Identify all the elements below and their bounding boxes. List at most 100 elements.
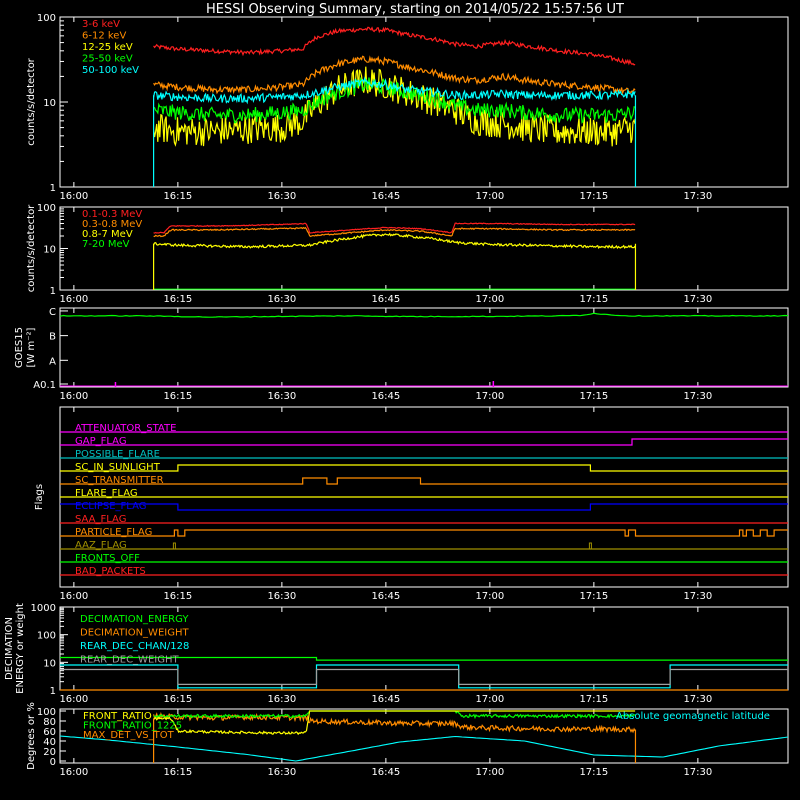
x-tick-label: 16:45 [371, 391, 400, 402]
x-tick-label: 17:15 [579, 294, 608, 305]
x-tick-label: 16:00 [59, 694, 88, 705]
x-tick-label: 17:30 [683, 767, 712, 778]
panel-highenergy-frame [59, 206, 789, 291]
x-tick-label: 16:00 [59, 391, 88, 402]
y-tick-label: A [49, 356, 56, 367]
x-tick-label: 17:00 [475, 591, 504, 602]
legend-entry: 12-25 keV [82, 42, 133, 53]
x-tick-label: 16:45 [371, 191, 400, 202]
panels: 16:00 16:15 16:30 16:45 17:00 17:15 17:3011010… [4, 13, 789, 778]
flag-label: ATTENUATOR_STATE [75, 423, 176, 434]
figure-title: HESSI Observing Summary, starting on 201… [206, 2, 624, 17]
x-tick-label: 16:30 [267, 391, 296, 402]
x-tick-label: 17:30 [683, 694, 712, 705]
y-axis-label: Flags [34, 484, 45, 510]
y-tick-label: 10 [43, 245, 56, 256]
y-tick-label: 10 [43, 98, 56, 109]
flag-label: SC_IN_SUNLIGHT [75, 462, 161, 473]
x-tick-label: 17:15 [579, 391, 608, 402]
flag-label: SC_TRANSMITTER [75, 475, 164, 486]
y-axis-label-2: ENERGY or weight [15, 603, 26, 694]
y-axis-label: counts/s/detector [26, 204, 37, 292]
x-tick-label: 17:00 [475, 391, 504, 402]
y-axis-label: DECIMATION [4, 617, 15, 680]
x-tick-label: 17:30 [683, 391, 712, 402]
series-line-3 [59, 735, 789, 762]
x-tick-label: 16:00 [59, 591, 88, 602]
legend-entry: FRONT_RATIO_1225 [83, 721, 182, 732]
x-tick-label: 17:15 [579, 591, 608, 602]
x-tick-label: 17:30 [683, 191, 712, 202]
legend-entry: 3-6 keV [82, 19, 120, 30]
x-tick-label: 17:30 [683, 294, 712, 305]
x-tick-label: 16:00 [59, 767, 88, 778]
legend-entry: REAR_DEC_WEIGHT [80, 655, 179, 666]
y-tick-label: A0.1 [33, 380, 56, 391]
panel-lowenergy-frame [59, 16, 789, 188]
series-line-1 [153, 55, 636, 96]
legend-entry: MAX_DET_VS_TOT [83, 730, 175, 741]
y-tick-label: B [49, 332, 56, 343]
y-tick-label: 100 [37, 203, 56, 214]
panel-goes: 16:00 16:15 16:30 16:45 17:00 17:15 17:30 A0.1 A… [14, 307, 789, 402]
flag-label: ECLIPSE_FLAG [75, 501, 146, 512]
legend-entry: DECIMATION_WEIGHT [80, 628, 189, 639]
legend-entry: 0.1-0.3 MeV [82, 209, 142, 220]
x-tick-label: 16:30 [267, 767, 296, 778]
legend-entry: 0.3-0.8 MeV [82, 219, 142, 230]
series-line-3 [153, 76, 636, 124]
x-tick-label: 17:15 [579, 694, 608, 705]
x-tick-label: 16:30 [267, 294, 296, 305]
panel-lowenergy: 16:00 16:15 16:30 16:45 17:00 17:15 17:30 1 10 10… [26, 13, 789, 202]
legend-entry: 6-12 keV [82, 31, 126, 42]
x-tick-label: 16:30 [267, 694, 296, 705]
y-tick-label: C [49, 307, 56, 318]
x-tick-label: 17:00 [475, 294, 504, 305]
legend-entry: DECIMATION_ENERGY [80, 614, 189, 625]
legend-entry: 50-100 keV [82, 65, 139, 76]
series-line-2 [60, 664, 788, 689]
series-line-4 [153, 76, 636, 105]
panel-goes-frame [59, 307, 789, 388]
x-tick-label: 16:15 [163, 591, 192, 602]
y-tick-label: 1 [50, 286, 56, 297]
y-axis-unit: [W m⁻²] [26, 327, 37, 367]
x-tick-label: 17:00 [475, 694, 504, 705]
y-axis-label: counts/s/detector [26, 57, 37, 145]
x-tick-label: 17:30 [683, 591, 712, 602]
panel-ratios: 16:00 16:15 16:30 16:45 17:00 17:15 17:30 02040… [26, 702, 789, 778]
flag-spike [172, 542, 176, 549]
y-axis-label: Degrees or % [26, 702, 37, 770]
legend-entry: Absolute geomagnetic latitude [616, 711, 770, 722]
x-tick-label: 16:30 [267, 591, 296, 602]
x-tick-label: 16:45 [371, 694, 400, 705]
x-tick-label: 17:00 [475, 191, 504, 202]
x-tick-label: 16:00 [59, 191, 88, 202]
series-line-0 [60, 656, 788, 661]
flag-label: SAA_FLAG [75, 514, 126, 525]
panel-highenergy: 16:00 16:15 16:30 16:45 17:00 17:15 17:30 1 10 10… [26, 203, 789, 305]
legend-entry: 7-20 MeV [82, 239, 130, 250]
flag-trace [60, 529, 788, 537]
series-line-0 [153, 26, 636, 66]
flag-trace [60, 438, 788, 446]
goes-long-line [59, 312, 789, 318]
x-tick-label: 16:15 [163, 694, 192, 705]
series-line-0 [153, 710, 636, 736]
x-tick-label: 16:00 [59, 294, 88, 305]
y-tick-label: 60 [43, 727, 56, 738]
x-tick-label: 16:45 [371, 591, 400, 602]
series-line-0 [153, 222, 636, 234]
y-tick-label: 1 [50, 686, 56, 697]
series-line-2 [153, 66, 636, 147]
flag-label: GAP_FLAG [75, 436, 127, 447]
y-tick-label: 100 [37, 707, 56, 718]
flag-trace [60, 464, 788, 472]
x-tick-label: 16:15 [163, 191, 192, 202]
flag-label: FRONTS_OFF [75, 553, 140, 564]
y-tick-label: 1000 [31, 603, 56, 614]
y-axis-label: GOES15 [14, 327, 25, 368]
series-line-1 [153, 226, 636, 238]
flag-trace [60, 503, 788, 511]
